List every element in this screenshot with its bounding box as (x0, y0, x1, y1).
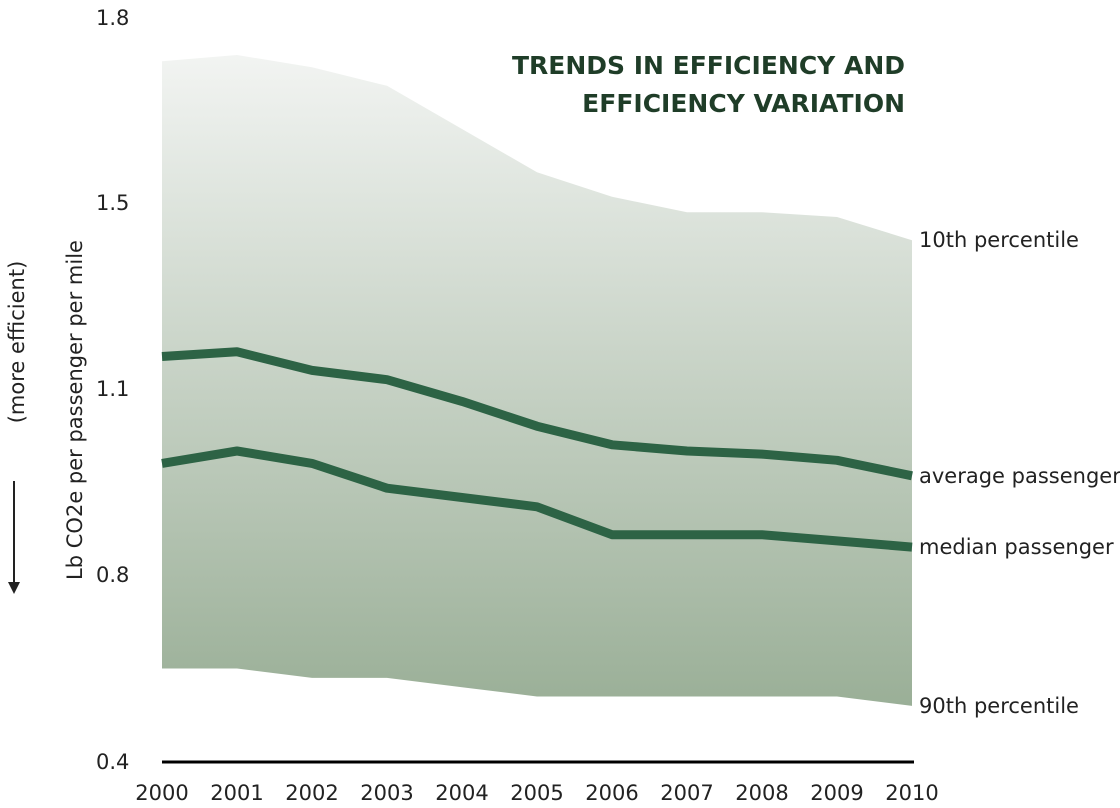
y-tick-label: 0.8 (96, 563, 129, 587)
percentile-band-area (162, 55, 912, 706)
chart-title-line-1: TRENDS IN EFFICIENCY AND (512, 51, 905, 80)
series-end-labels: 10th percentile average passenger median p… (919, 228, 1120, 718)
y-tick-labels: 1.8 1.5 1.1 0.8 0.4 (96, 6, 129, 774)
median-passenger-line (161, 446, 913, 552)
x-tick-label: 2006 (585, 781, 638, 805)
y-tick-label: 0.4 (96, 750, 129, 774)
chart-title-line-2: EFFICIENCY VARIATION (582, 89, 905, 118)
x-tick-label: 2009 (810, 781, 863, 805)
x-tick-label: 2000 (135, 781, 188, 805)
x-tick-labels: 2000 2001 2002 2003 2004 2005 2006 2007 2008 2009… (135, 781, 938, 805)
x-tick-label: 2002 (285, 781, 338, 805)
y-axis-note-group: (more efficient) (5, 261, 29, 424)
x-tick-label: 2005 (510, 781, 563, 805)
y-axis-note: (more efficient) (5, 261, 29, 424)
down-arrow-icon (8, 481, 20, 594)
y-tick-label: 1.5 (96, 191, 129, 215)
band-layer (162, 55, 912, 706)
average-passenger-line (161, 347, 913, 481)
x-tick-label: 2001 (210, 781, 263, 805)
y-axis-title: Lb CO2e per passenger per mile (63, 240, 87, 580)
x-tick-label: 2008 (735, 781, 788, 805)
x-tick-label: 2003 (360, 781, 413, 805)
y-axis-title-group: Lb CO2e per passenger per mile (63, 240, 87, 580)
x-tick-label: 2010 (885, 781, 938, 805)
y-tick-label: 1.8 (96, 6, 129, 30)
median-passenger-label: median passenger (919, 535, 1114, 559)
x-tick-label: 2007 (660, 781, 713, 805)
y-tick-label: 1.1 (96, 377, 129, 401)
10th-percentile-label: 10th percentile (919, 228, 1079, 252)
average-passenger-label: average passenger (919, 464, 1120, 488)
x-tick-label: 2004 (435, 781, 488, 805)
90th-percentile-label: 90th percentile (919, 694, 1079, 718)
lines-layer (161, 347, 913, 552)
